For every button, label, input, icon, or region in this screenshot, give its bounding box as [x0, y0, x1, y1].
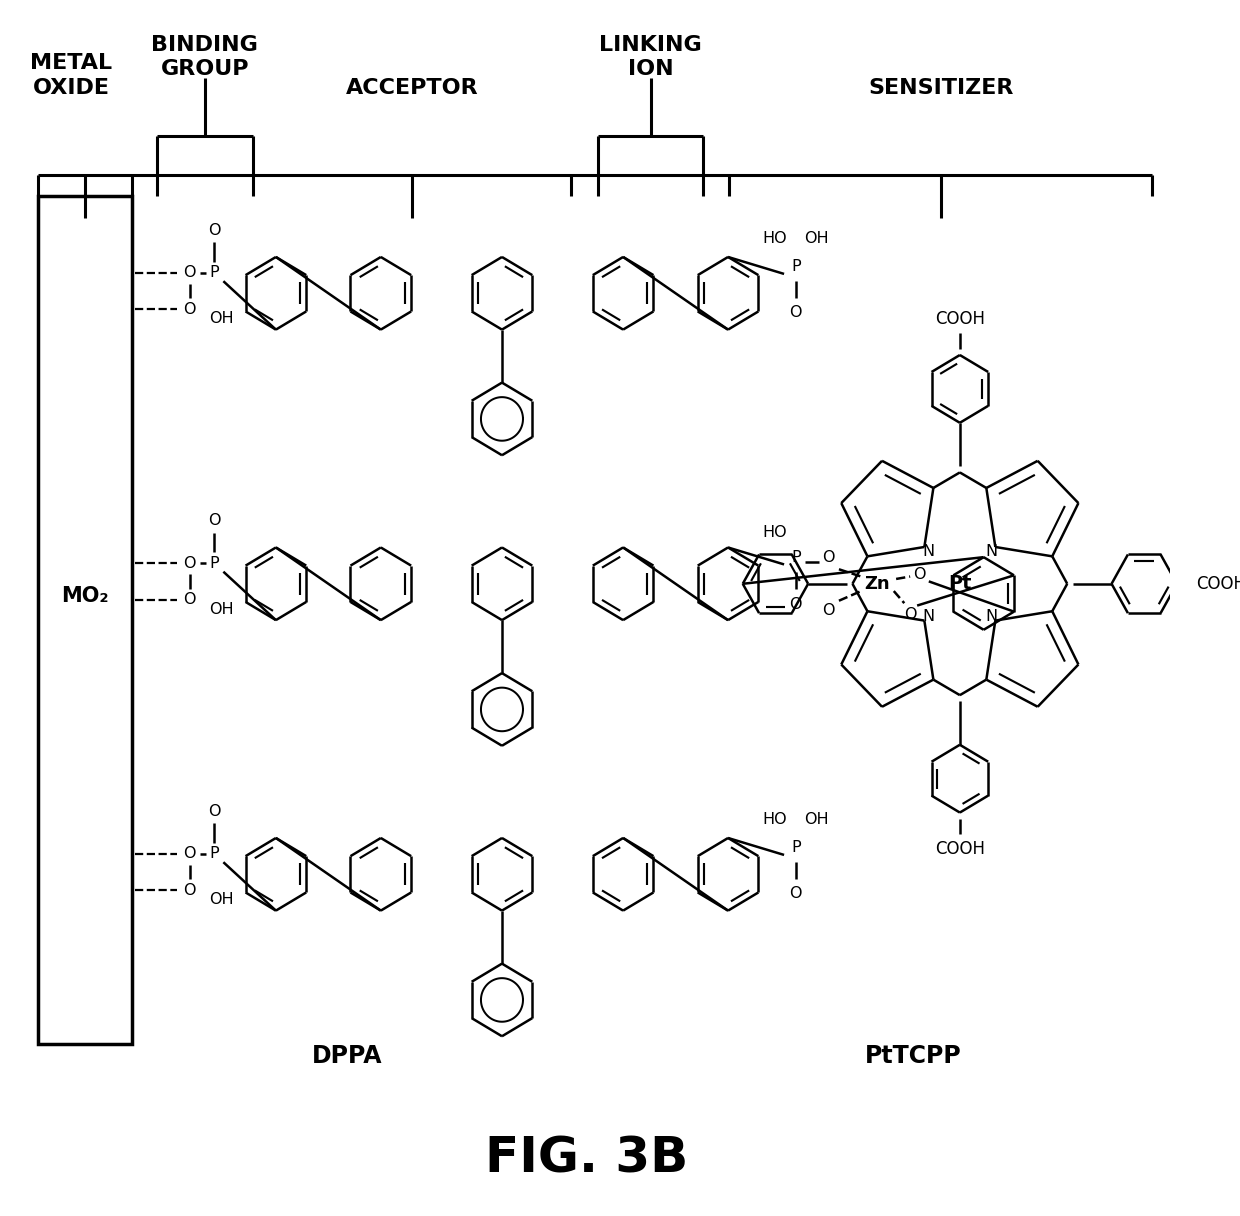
Text: O: O	[184, 302, 196, 316]
Text: OH: OH	[208, 893, 233, 907]
Text: O: O	[790, 597, 802, 612]
Text: O: O	[822, 550, 835, 564]
Text: N: N	[923, 609, 935, 624]
Text: O: O	[208, 223, 221, 238]
Text: O: O	[904, 607, 916, 621]
Text: MO₂: MO₂	[61, 586, 109, 606]
Text: OH: OH	[208, 311, 233, 326]
Text: O: O	[184, 846, 196, 861]
Text: GROUP: GROUP	[160, 60, 249, 79]
Text: FIG. 3B: FIG. 3B	[485, 1135, 688, 1183]
Text: Zn: Zn	[864, 575, 890, 592]
Text: OH: OH	[805, 231, 830, 247]
Text: ION: ION	[627, 60, 673, 79]
Text: O: O	[208, 804, 221, 818]
Text: O: O	[184, 592, 196, 607]
Text: METAL: METAL	[30, 54, 112, 73]
Bar	[37, 197, 133, 1043]
Text: HO: HO	[763, 231, 787, 247]
Text: O: O	[790, 886, 802, 901]
Text: P: P	[210, 265, 218, 280]
Text: N: N	[923, 544, 935, 559]
Text: OH: OH	[208, 602, 233, 617]
Text: P: P	[791, 840, 801, 855]
Text: LINKING: LINKING	[599, 35, 702, 55]
Text: N: N	[985, 609, 997, 624]
Text: O: O	[184, 556, 196, 570]
Text: COOH: COOH	[935, 310, 985, 327]
Text: COOH: COOH	[1197, 575, 1240, 592]
Text: O: O	[913, 567, 926, 581]
Text: COOH: COOH	[935, 840, 985, 857]
Text: HO: HO	[763, 812, 787, 827]
Text: O: O	[184, 265, 196, 280]
Text: Pt: Pt	[949, 574, 972, 593]
Text: P: P	[791, 259, 801, 274]
Text: BINDING: BINDING	[151, 35, 258, 55]
Text: DPPA: DPPA	[311, 1043, 382, 1068]
Text: P: P	[210, 846, 218, 861]
Text: O: O	[184, 883, 196, 897]
Text: ACCEPTOR: ACCEPTOR	[346, 78, 479, 97]
Text: O: O	[822, 603, 835, 618]
Text: HO: HO	[763, 525, 787, 540]
Text: PtTCPP: PtTCPP	[864, 1043, 961, 1068]
Text: N: N	[985, 544, 997, 559]
Text: O: O	[790, 305, 802, 320]
Text: OXIDE: OXIDE	[32, 78, 109, 97]
Text: P: P	[210, 556, 218, 570]
Text: P: P	[791, 550, 801, 564]
Text: SENSITIZER: SENSITIZER	[868, 78, 1013, 97]
Text: OH: OH	[805, 812, 830, 827]
Text: O: O	[208, 513, 221, 528]
